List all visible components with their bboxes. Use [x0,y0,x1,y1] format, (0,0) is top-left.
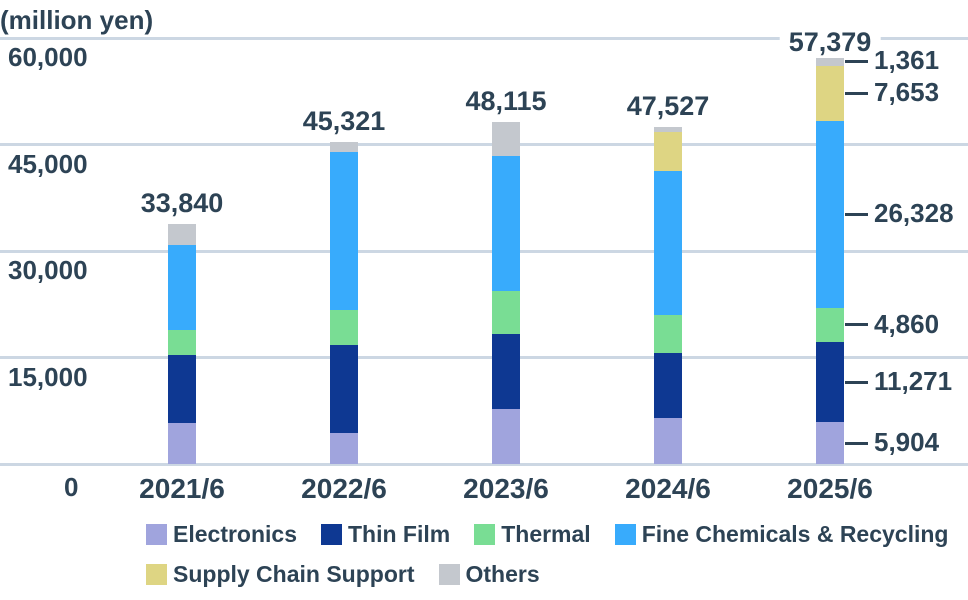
legend-item-fine-chemicals-recycling: Fine Chemicals & Recycling [614,521,949,548]
legend-swatch-supply-chain-support [146,564,167,585]
bar-segment-electronics [330,432,358,464]
segment-value-thermal: 4,860 [874,308,940,339]
bar-segment-fine-chemicals-recycling [330,151,358,310]
x-tick-label: 2022/6 [301,473,387,504]
gridline-15000 [0,356,968,359]
x-tick-label: 2025/6 [787,473,873,504]
leader-line-thin-film [845,380,868,384]
leader-line-supply-chain-support [845,91,868,95]
legend-swatch-thermal [474,524,496,545]
bar-segment-thin-film [168,354,196,423]
x-tick-label: 2021/6 [139,473,225,504]
bar-segment-thermal [492,291,520,335]
leader-line-electronics [845,441,868,445]
bar-segment-thermal [168,329,196,355]
legend-item-thermal: Thermal [474,521,591,548]
bar-segment-electronics [816,422,844,464]
x-tick-label: 2023/6 [463,473,549,504]
bar-segment-others [330,142,358,152]
bar-segment-thin-film [492,334,520,410]
bar-segment-thermal [330,309,358,345]
leader-line-fine-chemicals-recycling [845,212,868,216]
bar-segment-thin-film [816,342,844,423]
segment-value-thin-film: 11,271 [874,366,953,397]
bar-segment-thermal [654,314,682,353]
legend-label-electronics: Electronics [173,521,297,547]
y-tick-label: 30,000 [8,255,88,285]
legend: Electronics Thin Film Thermal Fine Chemical… [146,521,960,588]
total-label: 57,379 [779,25,881,58]
legend-item-others: Others [438,561,540,588]
gridline-60000 [0,36,968,40]
bar-segment-electronics [168,422,196,464]
segment-value-others: 1,361 [874,45,940,76]
leader-line-others [845,59,868,63]
legend-swatch-thin-film [321,524,342,545]
legend-label-others: Others [465,561,540,587]
legend-label-fine-chemicals-recycling: Fine Chemicals & Recycling [641,521,949,547]
segment-value-fine-chemicals-recycling: 26,328 [874,198,954,229]
legend-item-electronics: Electronics [146,521,297,548]
y-tick-label: 45,000 [8,148,88,179]
leader-line-thermal [845,323,868,327]
bar-segment-thin-film [654,352,682,419]
bar-segment-fine-chemicals-recycling [816,120,844,308]
x-tick-label: 2024/6 [625,473,711,504]
bar-segment-supply-chain-support [654,131,682,171]
bar-segment-electronics [654,418,682,464]
bar-segment-thermal [816,307,844,343]
bar-segment-others [492,122,520,156]
y-tick-label: 0 [64,472,79,502]
gridline-0 [0,462,968,466]
legend-label-thermal: Thermal [501,521,591,547]
bar-segment-thin-film [330,344,358,433]
bar-segment-electronics [492,409,520,464]
bar-segment-others [168,223,196,246]
legend-swatch-others [438,564,460,585]
gridline-30000 [0,249,968,253]
axis-unit-label: (million yen) [0,5,154,35]
gridline-45000 [0,143,968,146]
legend-item-thin-film: Thin Film [321,521,450,548]
bar-segment-fine-chemicals-recycling [654,170,682,315]
bar-segment-fine-chemicals-recycling [492,155,520,292]
bar-segment-others [816,56,844,67]
y-tick-label: 15,000 [8,361,88,392]
total-label: 47,527 [626,90,710,121]
legend-label-supply-chain-support: Supply Chain Support [173,561,415,587]
legend-swatch-electronics [146,524,167,545]
total-label: 45,321 [302,106,386,137]
legend-label-thin-film: Thin Film [348,521,451,547]
legend-item-supply-chain-support: Supply Chain Support [146,561,415,588]
total-label: 48,115 [465,86,547,117]
bar-segment-others [654,126,682,132]
segment-value-electronics: 5,904 [874,427,940,458]
legend-swatch-fine-chemicals-recycling [614,524,636,545]
y-tick-label: 60,000 [8,42,88,72]
bar-segment-supply-chain-support [816,66,844,121]
total-label: 33,840 [140,187,224,218]
bar-segment-fine-chemicals-recycling [168,245,196,330]
segment-value-supply-chain-support: 7,653 [874,77,940,108]
